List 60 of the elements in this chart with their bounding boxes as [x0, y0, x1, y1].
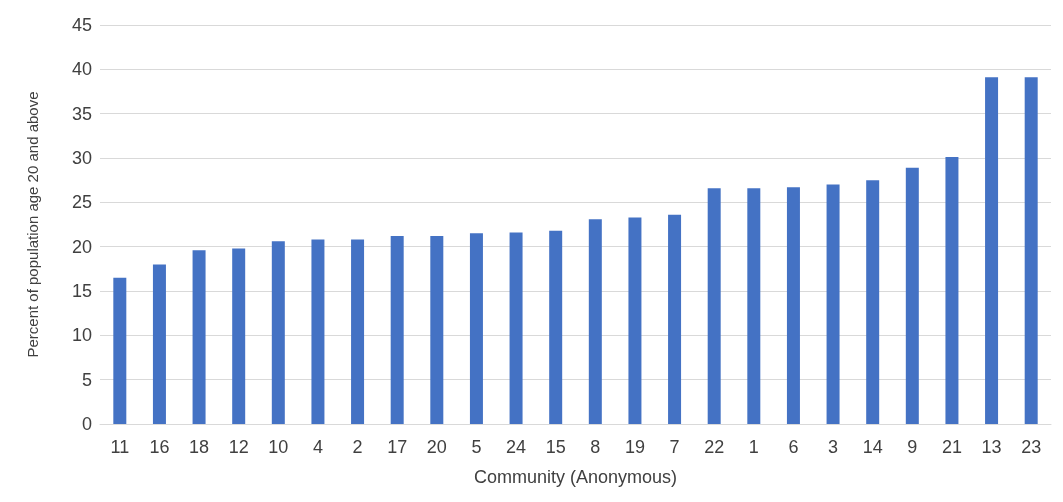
- y-tick-label: 40: [71, 59, 92, 80]
- y-tick-label: 20: [71, 236, 92, 257]
- x-tick-label: 8: [590, 437, 601, 457]
- x-tick-label: 3: [828, 437, 839, 457]
- y-tick-label: 0: [81, 414, 92, 434]
- x-tick-label: 2: [352, 437, 363, 457]
- bar: [152, 264, 166, 424]
- bar: [786, 187, 800, 424]
- bar: [113, 277, 127, 424]
- bar: [668, 214, 682, 424]
- y-tick-label: 45: [71, 15, 92, 35]
- x-tick-label: 5: [471, 437, 482, 457]
- x-tick-label: 13: [981, 437, 1002, 457]
- bar: [430, 236, 444, 424]
- x-tick-label: 17: [387, 437, 408, 457]
- bar: [628, 217, 642, 424]
- x-tick-label: 10: [268, 437, 289, 457]
- bar: [588, 219, 602, 424]
- x-tick-label: 12: [228, 437, 249, 457]
- y-tick-label: 35: [71, 103, 92, 124]
- y-tick-label: 25: [71, 192, 92, 213]
- bar: [945, 157, 959, 424]
- bar: [311, 239, 325, 424]
- x-tick-label: 11: [110, 437, 130, 457]
- x-tick-label: 1: [748, 437, 759, 457]
- y-axis-title: Percent of population age 20 and above: [24, 91, 41, 358]
- bar: [549, 230, 563, 424]
- x-tick-label: 21: [941, 437, 962, 457]
- bar: [707, 188, 721, 424]
- y-tick-label: 30: [71, 148, 92, 168]
- bar: [866, 180, 880, 424]
- x-tick-label: 23: [1021, 437, 1042, 457]
- bar: [747, 188, 761, 424]
- bar: [469, 233, 483, 424]
- x-tick-label: 19: [624, 437, 645, 457]
- y-tick-label: 15: [71, 281, 92, 301]
- x-tick-label: 18: [189, 437, 210, 457]
- x-tick-label: 16: [149, 437, 170, 457]
- bar: [905, 167, 919, 424]
- x-tick-label: 14: [862, 437, 883, 457]
- bar: [826, 184, 840, 424]
- bar: [1024, 77, 1038, 424]
- x-tick-label: 4: [312, 437, 323, 457]
- x-tick-label: 9: [907, 437, 918, 457]
- x-tick-label: 6: [788, 437, 799, 457]
- y-tick-label: 10: [71, 325, 92, 346]
- x-tick-label: 15: [545, 437, 566, 457]
- bar: [509, 232, 523, 424]
- bar: [192, 250, 206, 424]
- x-tick-label: 20: [426, 437, 447, 457]
- x-axis-title: Community (Anonymous): [473, 467, 678, 487]
- x-tick-label: 7: [669, 437, 680, 457]
- bar: [351, 239, 365, 424]
- x-tick-label: 24: [506, 437, 527, 457]
- y-tick-label: 5: [81, 369, 92, 390]
- bar: [232, 248, 246, 424]
- x-tick-label: 22: [704, 437, 725, 457]
- bar: [390, 236, 404, 424]
- bar: [271, 241, 285, 424]
- bar: [985, 77, 999, 424]
